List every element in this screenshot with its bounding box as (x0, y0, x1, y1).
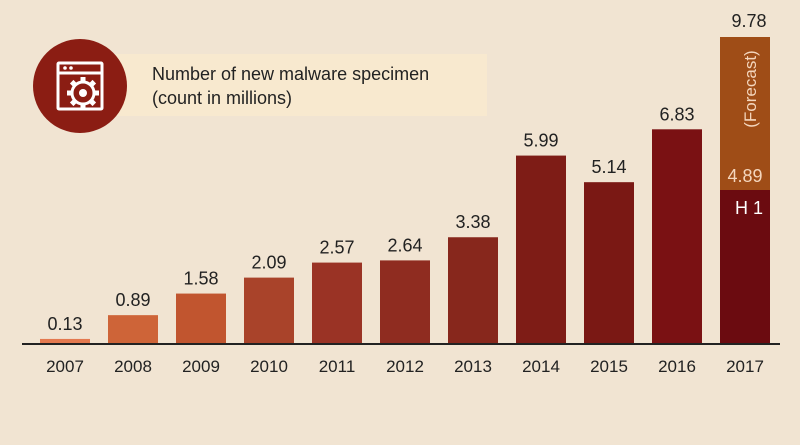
bar-2017 (720, 190, 770, 343)
value-label-2007: 0.13 (47, 314, 82, 334)
bar-2015 (584, 182, 634, 343)
bar-2012 (380, 260, 430, 343)
value-labels-group: 0.13 0.89 1.58 2.09 2.57 2.64 3.38 5.99 5.14 6.83… (47, 104, 762, 334)
bar-2008 (108, 315, 158, 343)
bar-2014 (516, 155, 566, 343)
value-label-2015: 5.14 (591, 157, 626, 177)
value-label-2012: 2.64 (387, 235, 422, 255)
x-tick-2013: 2013 (454, 357, 492, 376)
x-tick-2012: 2012 (386, 357, 424, 376)
forecast-bar-2017 (720, 37, 770, 190)
chart-subtitle: (count in millions) (152, 88, 292, 108)
x-tick-2010: 2010 (250, 357, 288, 376)
value-label-2011: 2.57 (319, 238, 354, 258)
forecast-total-label: 9.78 (731, 11, 766, 31)
value-label-2010: 2.09 (251, 253, 286, 273)
malware-gear-window-icon (33, 39, 127, 133)
x-tick-2015: 2015 (590, 357, 628, 376)
x-tick-2016: 2016 (658, 357, 696, 376)
x-tick-2009: 2009 (182, 357, 220, 376)
x-tick-labels-group: 2007 2008 2009 2010 2011 2012 2013 2014 2015 2016… (46, 357, 764, 376)
x-tick-2011: 2011 (319, 357, 356, 376)
x-tick-2007: 2007 (46, 357, 84, 376)
value-label-2009: 1.58 (183, 269, 218, 289)
x-tick-2014: 2014 (522, 357, 560, 376)
bar-2009 (176, 293, 226, 343)
title-box (115, 54, 487, 116)
forecast-label: (Forecast) (741, 50, 760, 127)
h1-label: H 1 (735, 198, 763, 218)
bar-2007 (40, 338, 90, 343)
value-label-2013: 3.38 (455, 212, 490, 232)
bars-group (40, 37, 770, 343)
value-label-2017: 4.89 (727, 166, 762, 186)
bar-2011 (312, 262, 362, 343)
bar-2016 (652, 129, 702, 343)
chart-title: Number of new malware specimen (152, 64, 429, 84)
value-label-2014: 5.99 (523, 131, 558, 151)
bar-2010 (244, 277, 294, 343)
bar-2013 (448, 237, 498, 343)
value-label-2016: 6.83 (659, 104, 694, 124)
x-tick-2017: 2017 (726, 357, 764, 376)
x-tick-2008: 2008 (114, 357, 152, 376)
value-label-2008: 0.89 (115, 290, 150, 310)
